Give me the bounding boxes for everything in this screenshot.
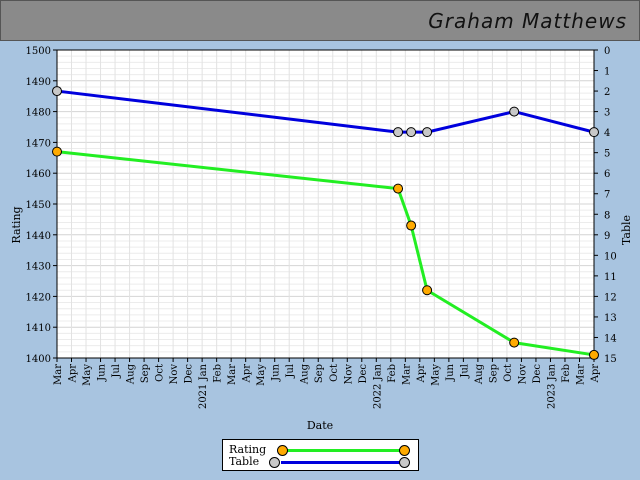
x-tick-label: Nov <box>343 364 354 385</box>
line-chart: 1400141014201430144014501460147014801490… <box>10 46 633 432</box>
x-tick-label: Jul <box>111 364 122 379</box>
data-point-rating <box>589 349 599 360</box>
y2-tick-label: 13 <box>604 313 617 324</box>
x-tick-label: Nov <box>169 364 180 385</box>
y2-tick-label: 10 <box>604 251 617 262</box>
y2-tick-label: 6 <box>604 169 610 180</box>
y2-tick-label: 7 <box>604 190 610 201</box>
x-tick-label: Mar <box>575 364 586 385</box>
chart-title: Graham Matthews <box>428 9 627 33</box>
x-tick-label: Feb <box>213 364 224 383</box>
x-tick-label: Nov <box>517 364 528 385</box>
x-tick-label: Oct <box>329 364 340 382</box>
x-tick-label: Oct <box>503 364 514 382</box>
y2-tick-label: 2 <box>604 87 610 98</box>
x-tick-label: May <box>82 364 93 386</box>
y2-tick-label: 8 <box>604 210 610 221</box>
legend-line-table <box>281 461 403 464</box>
legend-marker-rating-start <box>277 445 288 456</box>
data-point-rating <box>422 285 433 296</box>
data-point-rating <box>393 183 404 194</box>
data-point-table <box>393 127 404 138</box>
data-point-table <box>422 127 433 138</box>
x-tick-label: May <box>256 364 267 386</box>
y2-tick-label: 5 <box>604 149 610 160</box>
x-tick-label: Aug <box>126 363 137 385</box>
series-group <box>52 86 599 360</box>
x-tick-label: Sep <box>488 364 499 383</box>
x-tick-label: Jul <box>285 364 296 379</box>
x-tick-label: Jun <box>97 363 108 381</box>
x-tick-label: Oct <box>155 364 166 382</box>
y-tick-label: 1430 <box>26 262 51 273</box>
data-point-table <box>52 86 62 97</box>
data-point-rating <box>509 337 520 348</box>
x-tick-label: Apr <box>590 364 601 384</box>
x-tick-label: Mar <box>53 364 64 385</box>
x-tick-label: Apr <box>242 364 253 384</box>
x-tick-label: May <box>430 364 441 386</box>
y-tick-label: 1460 <box>26 169 51 180</box>
legend-item-table: Table <box>229 455 414 469</box>
x-tick-label: Feb <box>561 364 572 383</box>
x-tick-label: Aug <box>300 363 311 385</box>
y2-tick-label: 14 <box>604 333 617 344</box>
data-point-rating <box>52 146 62 157</box>
x-tick-label: 2021 Jan <box>198 363 209 409</box>
x-tick-label: 2023 Jan <box>546 363 557 409</box>
legend-marker-rating-end <box>399 445 410 456</box>
legend-label-rating: Rating <box>229 443 267 456</box>
y-tick-label: 1410 <box>26 323 51 334</box>
x-tick-label: Sep <box>140 364 151 383</box>
x-tick-label: Feb <box>387 364 398 383</box>
y2-tick-label: 15 <box>604 354 617 365</box>
axes: 1400141014201430144014501460147014801490… <box>26 46 617 409</box>
x-tick-label: Sep <box>314 364 325 383</box>
y-tick-label: 1400 <box>26 354 51 365</box>
legend-marker-table-start <box>269 457 280 468</box>
y2-tick-label: 12 <box>604 292 617 303</box>
y2-tick-label: 0 <box>604 46 610 57</box>
x-tick-label: Dec <box>184 364 195 384</box>
x-tick-label: Jun <box>445 363 456 381</box>
x-tick-label: Dec <box>532 364 543 384</box>
x-tick-label: Aug <box>474 363 485 385</box>
y2-tick-label: 4 <box>604 128 610 139</box>
x-tick-label: Apr <box>68 364 79 384</box>
x-tick-label: 2022 Jan <box>372 363 383 409</box>
x-tick-label: Mar <box>227 364 238 385</box>
header-bar: Graham Matthews <box>0 0 640 41</box>
y2-tick-label: 9 <box>604 231 610 242</box>
y-tick-label: 1480 <box>26 108 51 119</box>
y2-tick-label: 11 <box>604 272 617 283</box>
data-point-table <box>589 127 599 138</box>
legend-label-table: Table <box>229 455 260 468</box>
y2-axis-title: Table <box>620 215 633 245</box>
y-tick-label: 1440 <box>26 231 51 242</box>
y2-tick-label: 1 <box>604 67 610 78</box>
legend-line-rating <box>281 449 403 452</box>
legend-marker-table-end <box>399 457 410 468</box>
y-tick-label: 1420 <box>26 292 51 303</box>
legend-item-rating: Rating <box>229 443 414 457</box>
x-tick-label: Jul <box>459 364 470 379</box>
x-tick-label: Apr <box>416 364 427 384</box>
series-line-rating <box>56 150 595 357</box>
legend: Rating Table <box>222 439 419 471</box>
x-tick-label: Mar <box>401 364 412 385</box>
y-tick-label: 1470 <box>26 138 51 149</box>
y2-tick-label: 3 <box>604 108 610 119</box>
x-tick-label: Dec <box>358 364 369 384</box>
y-tick-label: 1490 <box>26 77 51 88</box>
y-axis-title: Rating <box>10 206 23 243</box>
series-line-table <box>56 89 595 134</box>
data-point-rating <box>406 220 417 231</box>
y-tick-label: 1450 <box>26 200 51 211</box>
data-point-table <box>406 127 417 138</box>
x-tick-label: Jun <box>271 363 282 381</box>
data-point-table <box>509 106 520 117</box>
y-tick-label: 1500 <box>26 46 51 57</box>
x-axis-title: Date <box>307 419 333 432</box>
